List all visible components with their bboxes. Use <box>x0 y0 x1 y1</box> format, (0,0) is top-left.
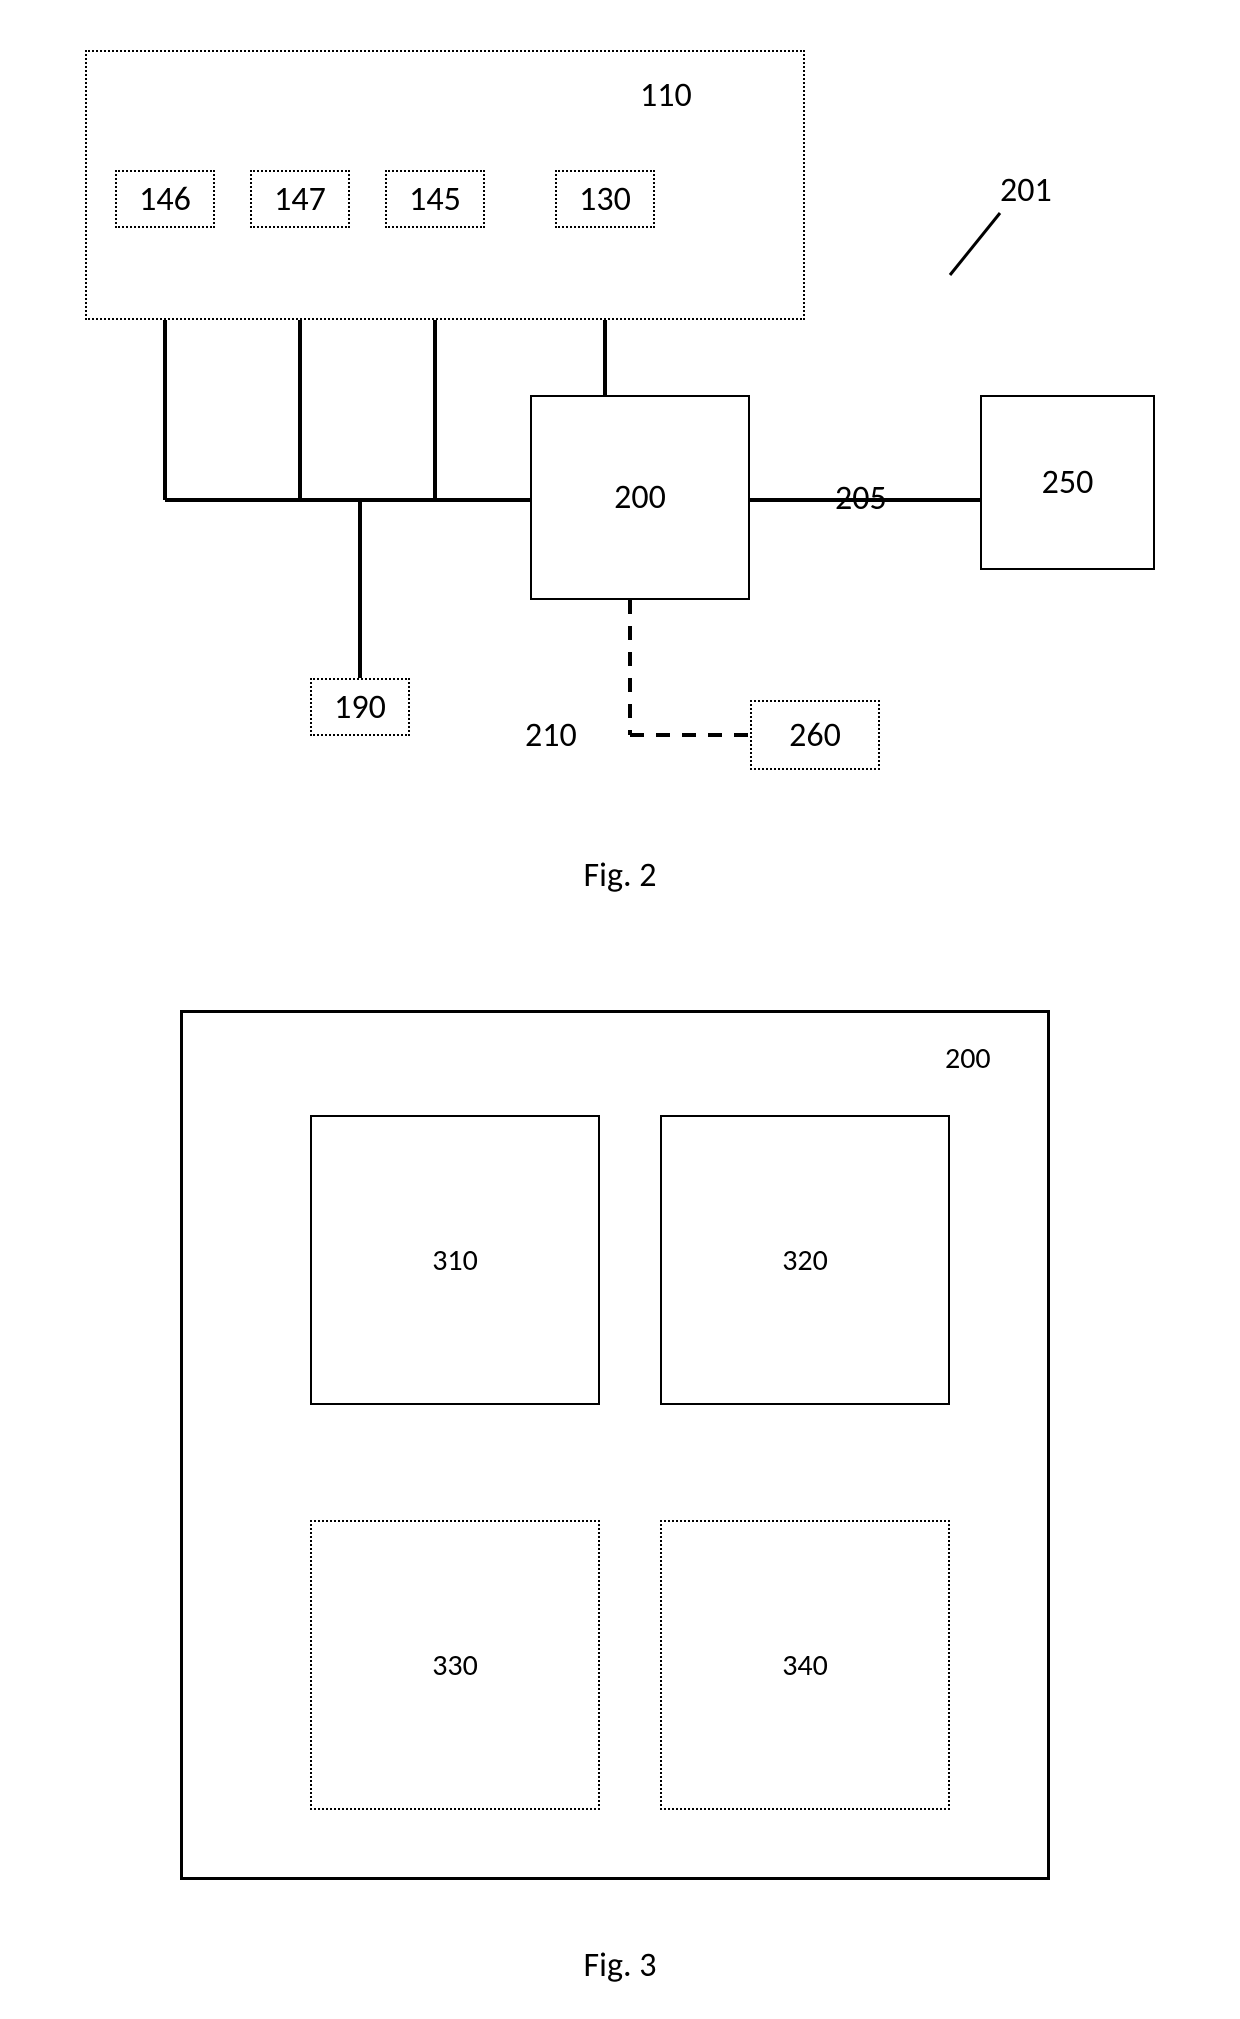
fig2-box-250: 250 <box>980 395 1155 570</box>
fig3-box-320: 320 <box>660 1115 950 1405</box>
stage: 110 146 147 145 130 200 250 190 260 201 205 210 200 3… <box>0 0 1240 2019</box>
fig3-box-310: 310 <box>310 1115 600 1405</box>
fig2-box-190: 190 <box>310 678 410 736</box>
fig3-box-340: 340 <box>660 1520 950 1810</box>
figure-3-caption: Fig. 3 <box>0 1945 1240 1986</box>
fig2-edge-label-205: 205 <box>835 478 887 519</box>
fig2-box-146: 146 <box>115 170 215 228</box>
fig3-label-200: 200 <box>945 1040 991 1077</box>
fig2-label-201: 201 <box>1000 170 1052 211</box>
figure-2-caption: Fig. 2 <box>0 855 1240 896</box>
fig3-box-330: 330 <box>310 1520 600 1810</box>
fig2-box-130: 130 <box>555 170 655 228</box>
fig2-edge-label-210: 210 <box>525 715 577 756</box>
fig2-box-260: 260 <box>750 700 880 770</box>
fig2-box-145: 145 <box>385 170 485 228</box>
fig2-box-147: 147 <box>250 170 350 228</box>
fig2-label-110: 110 <box>640 75 692 116</box>
fig2-box-200: 200 <box>530 395 750 600</box>
